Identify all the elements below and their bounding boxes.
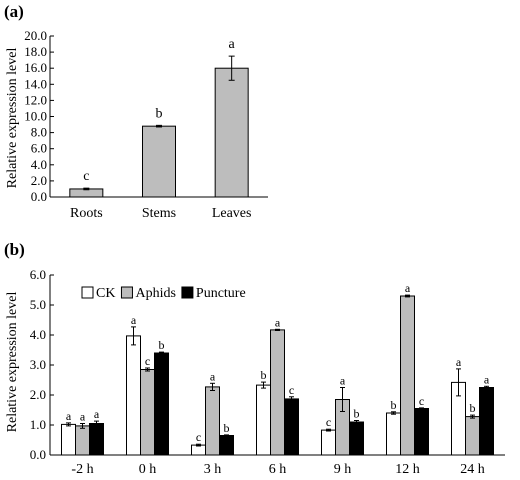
panel-b-significance-label: c — [289, 383, 294, 397]
panel-a-bar — [214, 67, 249, 198]
panel-a-significance-label: b — [156, 106, 163, 121]
panel-a-category-label: Leaves — [212, 206, 252, 221]
panel-b-y-tick-label: 0.0 — [30, 447, 46, 462]
legend-swatch-ck — [81, 286, 94, 299]
panel-b-significance-label: a — [275, 315, 281, 329]
panel-b-y-tick-label: 1.0 — [30, 417, 46, 432]
panel-b-label: (b) — [4, 240, 25, 259]
panel-a: (a) Relative expression level 0.02.04.06… — [4, 2, 268, 221]
panel-b-significance-label: a — [210, 369, 216, 383]
panel-b-category-label: 24 h — [460, 462, 485, 477]
panel-a-bar — [142, 125, 176, 198]
panel-a-y-tick-label: 14.0 — [24, 76, 47, 91]
panel-b-category-labels: -2 h 0 h 3 h 6 h 9 h 12 h 24 h — [71, 462, 484, 477]
panel-b-category-label: -2 h — [71, 462, 93, 477]
panel-b-bar-aphids — [400, 295, 415, 456]
panel-a-y-tick-label: 2.0 — [31, 173, 47, 188]
panel-a-y-tick-label: 6.0 — [31, 141, 47, 156]
panel-b-category-label: 3 h — [204, 462, 222, 477]
panel-b-bar-ck — [256, 384, 271, 456]
panel-b-category-label: 0 h — [139, 462, 157, 477]
panel-b-y-tick-label: 4.0 — [30, 327, 46, 342]
panel-b-bar-ck — [126, 335, 141, 456]
panel-b-bar-puncture — [154, 352, 169, 456]
panel-b-significance-label: c — [419, 394, 424, 408]
legend-swatch-puncture — [181, 286, 194, 299]
panel-b-significance-label: c — [326, 415, 331, 429]
panel-b-bar-aphids — [270, 329, 285, 456]
panel-b-significance-label: a — [456, 355, 462, 369]
panel-a-category-labels: Roots Stems Leaves — [70, 206, 252, 221]
legend-label-puncture: Puncture — [196, 286, 246, 301]
panel-a-category-label: Stems — [142, 206, 176, 221]
panel-a-significance-label: c — [83, 169, 89, 184]
panel-b-y-tick-label: 2.0 — [30, 387, 46, 402]
panel-b-bar-ck — [321, 429, 336, 456]
panel-b-significance-label: b — [470, 401, 476, 415]
panel-a-y-tick-label: 0.0 — [31, 189, 47, 204]
panel-a-y-tick-label: 18.0 — [24, 44, 47, 59]
panel-b-bar-aphids — [140, 369, 155, 456]
panel-b-bar-ck — [386, 412, 401, 456]
panel-b-y-ticks: 0.0 1.0 2.0 3.0 4.0 5.0 6.0 — [30, 267, 54, 462]
panel-a-label: (a) — [4, 2, 24, 21]
panel-b-y-tick-label: 3.0 — [30, 357, 46, 372]
panel-a-y-tick-label: 20.0 — [24, 28, 47, 43]
panel-b-bar-ck — [191, 444, 206, 456]
panel-b-y-tick-label: 6.0 — [30, 267, 46, 282]
panel-b-significance-label: c — [196, 430, 201, 444]
panel-b-significance-label: a — [484, 372, 490, 386]
panel-a-y-tick-label: 8.0 — [31, 125, 47, 140]
panel-b-category-label: 9 h — [334, 462, 352, 477]
panel-b: (b) Relative expression level 0.0 1.0 2.0 3… — [4, 240, 505, 477]
panel-b-significance-label: b — [261, 368, 267, 382]
panel-b-bar-puncture — [414, 408, 429, 456]
panel-b-bar-puncture — [284, 398, 299, 456]
legend-swatch-aphids — [120, 286, 133, 299]
panel-b-bar-aphids — [465, 416, 480, 456]
panel-a-y-tick-label: 4.0 — [31, 157, 47, 172]
panel-b-legend: CK Aphids Puncture — [81, 286, 246, 301]
panel-a-y-axis-title: Relative expression level — [5, 48, 20, 189]
panel-b-significance-label: b — [391, 398, 397, 412]
panel-b-significance-label: a — [80, 410, 86, 424]
panel-b-y-axis-title: Relative expression level — [5, 292, 20, 433]
legend-label-aphids: Aphids — [135, 286, 175, 301]
legend-label-ck: CK — [96, 286, 115, 301]
panel-a-y-tick-label: 10.0 — [24, 109, 47, 124]
panel-b-significance-label: a — [66, 409, 72, 423]
panel-b-significance-label: a — [94, 407, 100, 421]
panel-b-significance-label: b — [224, 421, 230, 435]
panel-b-significance-label: b — [354, 407, 360, 421]
panel-b-significance-label: b — [159, 338, 165, 352]
panel-b-significance-label: a — [340, 374, 346, 388]
panel-a-y-ticks: 0.02.04.06.08.010.0 12.014.016.018.020.0 — [24, 28, 54, 204]
panel-a-significance-label: a — [229, 37, 236, 52]
panel-b-category-label: 12 h — [395, 462, 420, 477]
panel-b-bar-aphids — [75, 425, 90, 456]
panel-b-bar-puncture — [479, 387, 494, 456]
panel-b-bar-aphids — [205, 386, 220, 456]
panel-b-category-label: 6 h — [269, 462, 287, 477]
panel-b-y-tick-label: 5.0 — [30, 297, 46, 312]
panel-a-category-label: Roots — [70, 206, 103, 221]
panel-b-significance-label: a — [405, 281, 411, 295]
panel-b-bar-puncture — [89, 423, 104, 456]
panel-a-bars: c b a — [69, 37, 249, 198]
panel-a-y-tick-label: 12.0 — [24, 92, 47, 107]
panel-b-bar-puncture — [349, 421, 364, 456]
panel-b-significance-label: c — [145, 354, 150, 368]
panel-b-bar-puncture — [219, 435, 234, 456]
panel-b-bar-ck — [61, 423, 76, 456]
panel-b-significance-label: a — [131, 313, 137, 327]
panel-a-y-tick-label: 16.0 — [24, 60, 47, 75]
